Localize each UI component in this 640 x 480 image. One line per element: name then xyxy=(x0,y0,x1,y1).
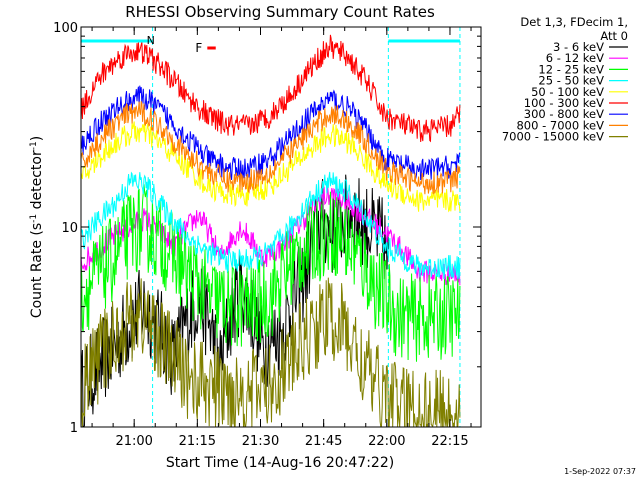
legend-label: 25 - 50 keV xyxy=(538,74,604,88)
x-tick-label: 21:30 xyxy=(242,434,279,449)
x-tick-label: 22:15 xyxy=(431,434,468,449)
x-axis: 21:00 21:15 21:30 21:45 22:00 22:15 xyxy=(91,27,472,449)
legend-label: 3 - 6 keV xyxy=(553,40,604,54)
series-line-4 xyxy=(81,121,461,213)
legend-label: 7000 - 15000 keV xyxy=(502,130,604,144)
series-line-5 xyxy=(81,34,461,143)
legend-header-line2: Att 0 xyxy=(600,29,628,43)
x-tick-label: 21:00 xyxy=(115,434,152,449)
x-tick-label: 21:45 xyxy=(305,434,342,449)
y-tick-label: 1 xyxy=(70,421,78,436)
plot-area: NF xyxy=(81,27,461,427)
legend-header-line1: Det 1,3, FDecim 1, xyxy=(520,15,628,29)
legend-label: 50 - 100 keV xyxy=(531,85,604,99)
y-axis-label: Count Rate (s-1 detector-1) xyxy=(29,136,45,318)
chart-title: RHESSI Observing Summary Count Rates xyxy=(125,3,435,21)
legend-label: 100 - 300 keV xyxy=(524,96,604,110)
legend-label: 6 - 12 keV xyxy=(546,51,604,65)
legend-label: 300 - 800 keV xyxy=(524,107,604,121)
night-bar-label: N xyxy=(147,34,155,47)
y-tick-label: 10 xyxy=(61,221,78,236)
series-line-7 xyxy=(81,101,461,195)
legend-label: 800 - 7000 keV xyxy=(516,118,604,132)
y-tick-label: 100 xyxy=(53,21,78,36)
x-axis-label: Start Time (14-Aug-16 20:47:22) xyxy=(166,455,394,471)
flare-flag-label: F xyxy=(195,41,202,55)
series-line-8 xyxy=(81,277,461,427)
x-tick-label: 21:15 xyxy=(179,434,216,449)
legend-label: 12 - 25 keV xyxy=(538,62,604,76)
series-line-3 xyxy=(81,171,461,279)
timestamp: 1-Sep-2022 07:37 xyxy=(564,467,636,476)
y-axis: 1 10 100 xyxy=(53,21,481,436)
x-tick-label: 22:00 xyxy=(368,434,405,449)
